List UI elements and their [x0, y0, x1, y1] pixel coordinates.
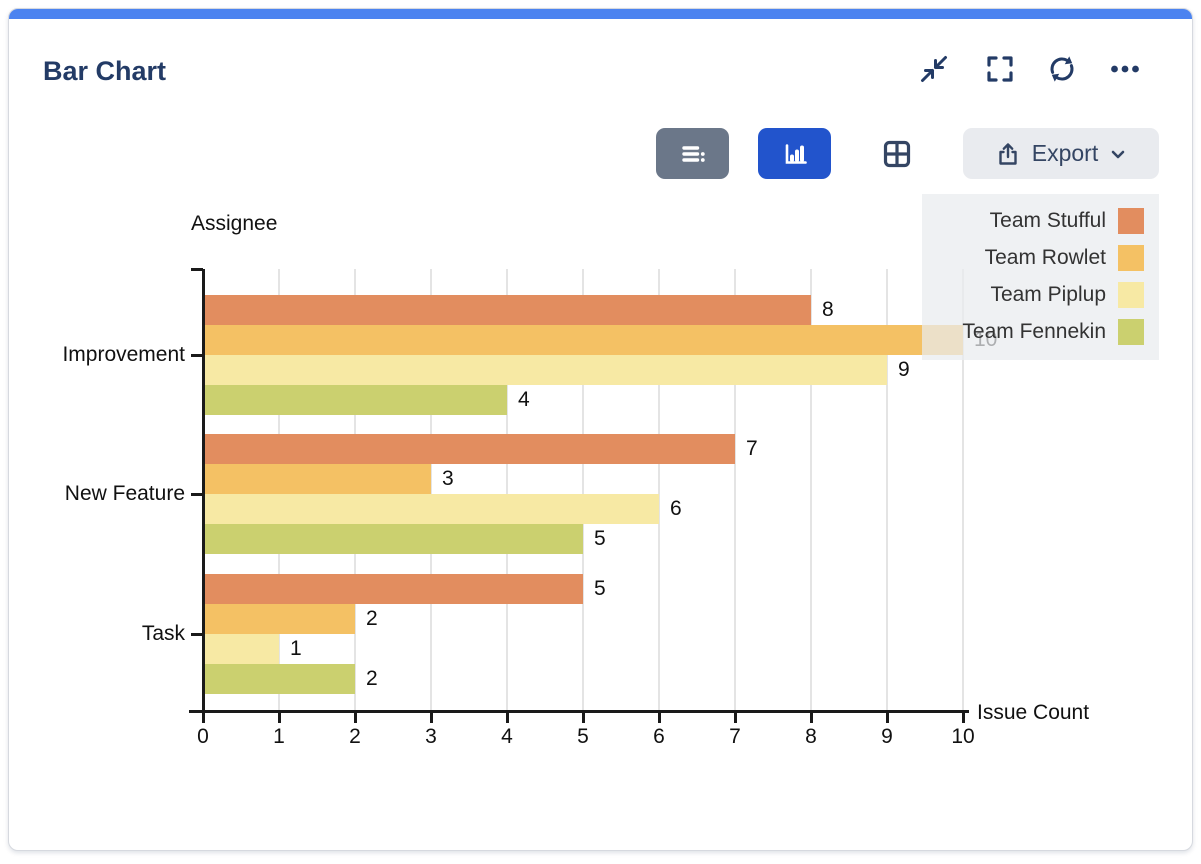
bar-chart-widget: Bar Chart	[8, 8, 1193, 851]
chart-view-button[interactable]	[758, 128, 831, 179]
bar-value-label: 4	[518, 388, 530, 411]
list-view-icon	[681, 145, 705, 162]
bar-team-rowlet[interactable]	[205, 464, 431, 494]
x-tick	[506, 713, 509, 723]
bar-value-label: 8	[822, 298, 834, 321]
legend-label: Team Fennekin	[962, 319, 1106, 343]
x-tick-label: 2	[349, 725, 361, 748]
x-tick-label: 4	[501, 725, 513, 748]
category-label: New Feature	[64, 482, 185, 505]
y-axis-cap-tick	[191, 268, 203, 271]
chart-legend: Team Stufful Team Rowlet Team Piplup Team F…	[922, 194, 1159, 360]
export-icon	[999, 142, 1017, 165]
legend-label: Team Stufful	[989, 208, 1106, 232]
chevron-down-icon	[1111, 150, 1125, 158]
category-label: Task	[141, 622, 185, 645]
widget-title: Bar Chart	[43, 56, 167, 86]
x-tick-label: 6	[653, 725, 665, 748]
x-tick	[962, 713, 965, 723]
x-tick-label: 5	[577, 725, 589, 748]
collapse-button[interactable]	[917, 52, 951, 86]
x-axis-line	[189, 710, 969, 713]
x-tick	[886, 713, 889, 723]
export-button[interactable]: Export	[963, 128, 1159, 179]
bar-team-piplup[interactable]	[205, 634, 279, 664]
refresh-button[interactable]	[1045, 52, 1079, 86]
bar-value-label: 2	[366, 607, 378, 630]
y-tick	[191, 633, 203, 636]
x-tick	[430, 713, 433, 723]
y-tick	[191, 493, 203, 496]
x-tick	[734, 713, 737, 723]
x-tick-label: 1	[273, 725, 285, 748]
category-label: Improvement	[62, 343, 185, 366]
bar-team-fennekin[interactable]	[205, 524, 583, 554]
x-tick	[354, 713, 357, 723]
bar-team-rowlet[interactable]	[205, 604, 355, 634]
bar-team-stufful[interactable]	[205, 574, 583, 604]
bar-value-label: 6	[670, 497, 682, 520]
y-tick	[191, 354, 203, 357]
legend-label: Team Rowlet	[984, 245, 1106, 269]
card-accent-bar	[9, 9, 1192, 19]
fullscreen-icon	[987, 56, 1013, 82]
x-tick-label: 3	[425, 725, 437, 748]
x-tick	[582, 713, 585, 723]
legend-item[interactable]: Team Fennekin	[922, 313, 1159, 350]
bar-chart-icon	[785, 143, 807, 164]
legend-item[interactable]: Team Rowlet	[922, 239, 1159, 276]
export-button-label: Export	[1031, 140, 1099, 166]
table-view-button[interactable]	[875, 128, 919, 179]
bar-team-stufful[interactable]	[205, 434, 735, 464]
x-tick	[278, 713, 281, 723]
bar-team-rowlet[interactable]	[205, 325, 963, 355]
bar-team-fennekin[interactable]	[205, 664, 355, 694]
legend-swatch	[1118, 318, 1144, 345]
legend-item[interactable]: Team Stufful	[922, 202, 1159, 239]
legend-swatch	[1118, 244, 1144, 271]
list-view-button[interactable]	[656, 128, 729, 179]
table-view-icon	[883, 140, 911, 167]
x-axis-title: Issue Count	[977, 701, 1090, 724]
bar-value-label: 1	[290, 637, 302, 660]
refresh-icon	[1050, 56, 1074, 82]
legend-swatch	[1118, 207, 1144, 234]
bar-value-label: 3	[442, 467, 454, 490]
fullscreen-button[interactable]	[983, 52, 1017, 86]
ellipsis-icon	[1111, 65, 1139, 73]
x-tick-label: 7	[729, 725, 741, 748]
more-button[interactable]	[1108, 52, 1142, 86]
bar-value-label: 7	[746, 437, 758, 460]
x-tick-label: 8	[805, 725, 817, 748]
bar-value-label: 5	[594, 577, 606, 600]
x-tick	[202, 713, 205, 723]
legend-label: Team Piplup	[990, 282, 1106, 306]
bar-value-label: 5	[594, 527, 606, 550]
bar-team-stufful[interactable]	[205, 295, 811, 325]
x-tick-label: 9	[881, 725, 893, 748]
legend-item[interactable]: Team Piplup	[922, 276, 1159, 313]
bar-team-piplup[interactable]	[205, 494, 659, 524]
x-tick	[810, 713, 813, 723]
x-tick-label: 0	[197, 725, 209, 748]
y-axis-title: Assignee	[191, 212, 278, 235]
legend-swatch	[1118, 281, 1144, 308]
bar-value-label: 9	[898, 358, 910, 381]
bar-team-fennekin[interactable]	[205, 385, 507, 415]
bar-value-label: 2	[366, 667, 378, 690]
shrink-icon	[921, 56, 947, 82]
x-tick	[658, 713, 661, 723]
x-tick-label: 10	[951, 725, 975, 748]
bar-team-piplup[interactable]	[205, 355, 887, 385]
